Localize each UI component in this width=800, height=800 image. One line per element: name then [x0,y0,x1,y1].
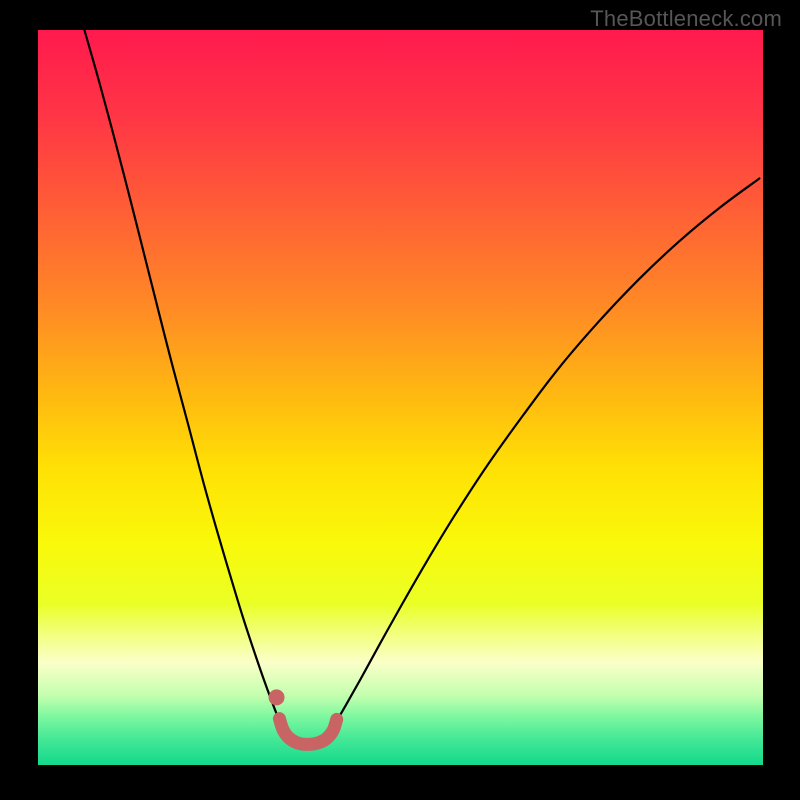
chart-plot-area [38,30,763,765]
watermark-text: TheBottleneck.com [590,6,782,32]
channel-dot [269,689,285,705]
chart-background [38,30,763,765]
chart-svg [38,30,763,765]
